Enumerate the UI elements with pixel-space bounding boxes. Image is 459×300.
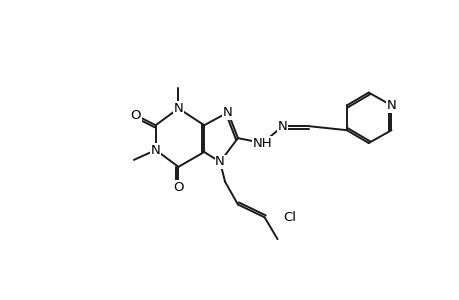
Text: N: N bbox=[386, 99, 396, 112]
Text: N: N bbox=[173, 102, 183, 115]
Text: N: N bbox=[223, 106, 232, 119]
Text: O: O bbox=[130, 109, 141, 122]
Text: N: N bbox=[277, 120, 287, 133]
Text: N: N bbox=[151, 143, 160, 157]
Text: Cl: Cl bbox=[282, 211, 295, 224]
Text: N: N bbox=[215, 155, 224, 168]
Text: NH: NH bbox=[252, 136, 272, 150]
Text: O: O bbox=[173, 181, 183, 194]
